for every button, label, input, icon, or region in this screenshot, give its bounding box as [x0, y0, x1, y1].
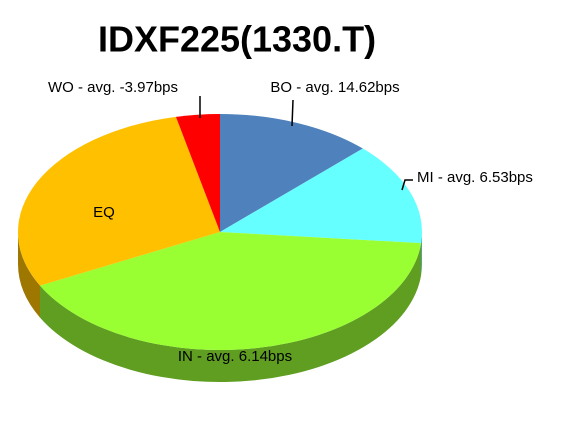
slice-label: WO - avg. -3.97bps — [48, 79, 178, 96]
chart-title: IDXF225(1330.T) — [98, 19, 376, 60]
pie-side — [421, 232, 422, 276]
pie-slice — [40, 232, 422, 350]
slice-label: BO - avg. 14.62bps — [270, 79, 399, 96]
slice-label: EQ — [93, 204, 115, 221]
pie-side — [18, 232, 41, 318]
leader-line — [401, 179, 413, 191]
pie-slice — [175, 114, 220, 232]
pie-slice — [220, 148, 422, 244]
pie-side — [40, 243, 422, 382]
slice-label: IN - avg. 6.14bps — [178, 348, 292, 365]
leader-line — [291, 99, 294, 127]
pie-slice — [17, 116, 220, 286]
slice-label: MI - avg. 6.53bps — [417, 169, 533, 186]
pie-slice — [220, 114, 363, 232]
